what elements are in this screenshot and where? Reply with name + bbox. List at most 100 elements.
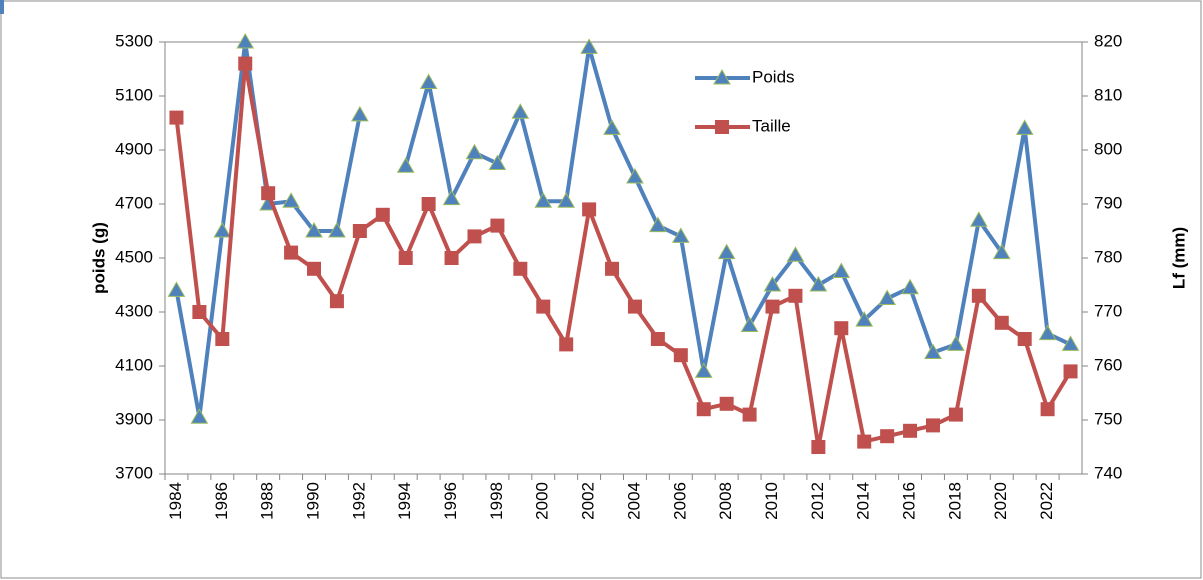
data-point xyxy=(582,202,597,217)
data-point xyxy=(971,288,986,303)
x-tick-label: 1988 xyxy=(258,482,277,520)
y-tick-label: 3900 xyxy=(115,409,153,428)
data-point xyxy=(649,216,667,233)
data-point xyxy=(671,227,690,243)
data-point xyxy=(1061,335,1080,351)
data-point xyxy=(307,261,322,276)
data-point xyxy=(1063,364,1078,379)
data-point xyxy=(627,299,642,314)
y2-tick-label: 810 xyxy=(1094,85,1122,104)
x-tick-label: 1984 xyxy=(166,482,185,520)
data-point xyxy=(901,278,919,295)
data-point xyxy=(740,316,759,332)
data-point xyxy=(467,229,482,244)
data-point xyxy=(444,251,459,265)
y2-tick-label: 740 xyxy=(1094,463,1122,482)
y-tick-label: 4500 xyxy=(115,247,153,266)
data-point xyxy=(855,311,874,327)
data-point xyxy=(1017,332,1032,346)
data-point xyxy=(1038,324,1057,341)
data-point xyxy=(969,211,988,227)
x-tick-label: 2010 xyxy=(762,482,781,520)
data-point xyxy=(421,197,436,211)
y2-tick-label: 800 xyxy=(1094,139,1122,158)
data-point xyxy=(696,402,711,417)
x-tick-label: 1992 xyxy=(349,482,368,520)
legend-label: Taille xyxy=(752,116,791,135)
y2-tick-label: 790 xyxy=(1094,193,1122,212)
x-tick-label: 1990 xyxy=(303,482,322,520)
data-point xyxy=(650,332,665,346)
data-point xyxy=(329,294,344,309)
data-point xyxy=(559,337,574,352)
data-point xyxy=(903,423,918,438)
data-point xyxy=(603,119,621,135)
data-point xyxy=(419,73,438,89)
data-point xyxy=(534,192,553,208)
data-point xyxy=(536,299,551,314)
y2-tick-label: 750 xyxy=(1094,409,1122,428)
data-point xyxy=(282,192,300,208)
data-point xyxy=(396,157,415,173)
x-tick-label: 2002 xyxy=(579,482,598,520)
x-tick-label: 2006 xyxy=(670,482,689,520)
data-point xyxy=(924,343,942,359)
y-tick-label: 3700 xyxy=(115,463,153,482)
legend-marker xyxy=(713,68,731,85)
x-tick-label: 1986 xyxy=(212,482,231,520)
data-point xyxy=(742,407,757,422)
x-tick-label: 2016 xyxy=(900,482,919,520)
data-point xyxy=(719,396,734,411)
data-point xyxy=(811,440,826,454)
data-point xyxy=(328,221,346,238)
data-point xyxy=(763,275,782,292)
data-point xyxy=(809,275,828,292)
data-point xyxy=(878,289,896,305)
x-tick-label: 1994 xyxy=(395,482,414,520)
data-point xyxy=(215,332,230,346)
data-point xyxy=(398,251,413,265)
data-point xyxy=(557,192,576,208)
data-point xyxy=(236,32,255,49)
data-point xyxy=(169,110,184,125)
data-point xyxy=(513,261,528,276)
y2-tick-label: 760 xyxy=(1094,355,1122,374)
y-tick-label: 4900 xyxy=(115,139,153,158)
x-tick-label: 2004 xyxy=(624,482,643,520)
data-point xyxy=(626,167,644,184)
data-point xyxy=(605,261,620,276)
data-point xyxy=(947,335,965,351)
data-point xyxy=(261,186,276,201)
y2-tick-label: 770 xyxy=(1094,301,1122,320)
y2-axis-label: Lf (mm) xyxy=(1169,227,1188,289)
data-point xyxy=(284,245,299,260)
x-tick-label: 2012 xyxy=(808,482,827,520)
y-tick-label: 4300 xyxy=(115,301,153,320)
data-point xyxy=(880,429,895,444)
data-point xyxy=(765,299,780,314)
data-point xyxy=(673,348,688,363)
y-tick-label: 4700 xyxy=(115,193,153,212)
data-point xyxy=(352,224,367,238)
legend-marker xyxy=(715,120,729,134)
y-axis-label: poids (g) xyxy=(89,222,108,294)
x-tick-label: 2020 xyxy=(991,482,1010,520)
y-tick-label: 5100 xyxy=(115,85,153,104)
data-point xyxy=(1040,402,1055,417)
data-point xyxy=(694,362,713,378)
x-tick-label: 2008 xyxy=(716,482,735,520)
x-tick-label: 2018 xyxy=(945,482,964,520)
corner-mark xyxy=(0,0,4,14)
series-line xyxy=(174,61,1073,449)
legend-label: Poids xyxy=(752,67,795,86)
data-point xyxy=(994,315,1009,330)
data-point xyxy=(948,407,963,422)
data-point xyxy=(834,321,849,336)
x-tick-label: 2014 xyxy=(854,482,873,520)
data-point xyxy=(511,103,530,119)
y-tick-label: 4100 xyxy=(115,355,153,374)
data-point xyxy=(857,434,872,449)
x-tick-label: 2000 xyxy=(533,482,552,520)
